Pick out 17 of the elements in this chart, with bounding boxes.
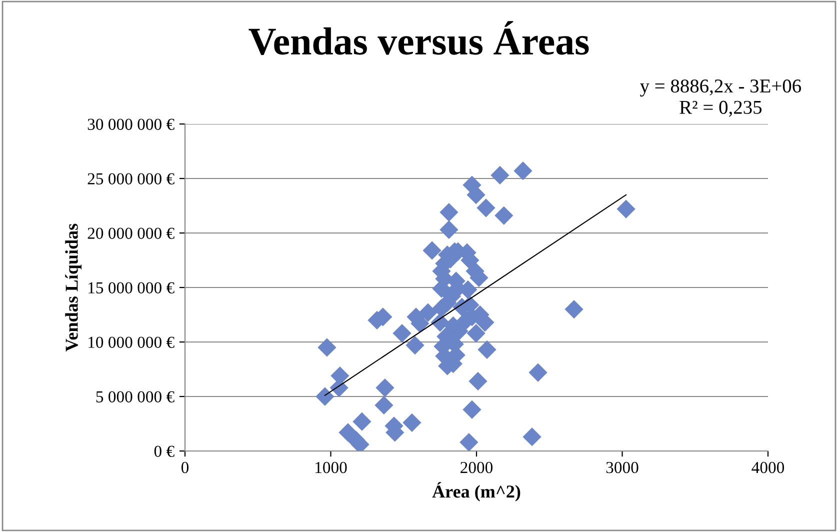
- y-tick-label: 15 000 000 €: [88, 282, 174, 294]
- y-tick-label: 10 000 000 €: [88, 336, 174, 348]
- x-tick-label: 4000: [752, 462, 784, 474]
- y-tick-label: 5 000 000 €: [96, 391, 174, 402]
- y-axis-title: Vendas Líquidas: [65, 224, 82, 352]
- x-axis-title: Área (m^2): [432, 482, 520, 502]
- x-tick-label: 0: [181, 462, 189, 474]
- text: R² = 0,235: [680, 100, 762, 117]
- x-tick-label: 3000: [606, 462, 638, 474]
- chart-title: Vendas versus Áreas: [248, 21, 589, 55]
- y-tick-label: 25 000 000 €: [88, 173, 174, 184]
- x-tick-label: 2000: [460, 462, 493, 474]
- y-tick-label: 20 000 000 €: [88, 228, 174, 239]
- x-tick-label: 1000: [316, 462, 347, 474]
- y-tick-label: 30 000 000 €: [88, 118, 174, 130]
- y-tick-label: 0 €: [154, 446, 174, 457]
- text: y = 8886,2x - 3E+06: [640, 79, 802, 97]
